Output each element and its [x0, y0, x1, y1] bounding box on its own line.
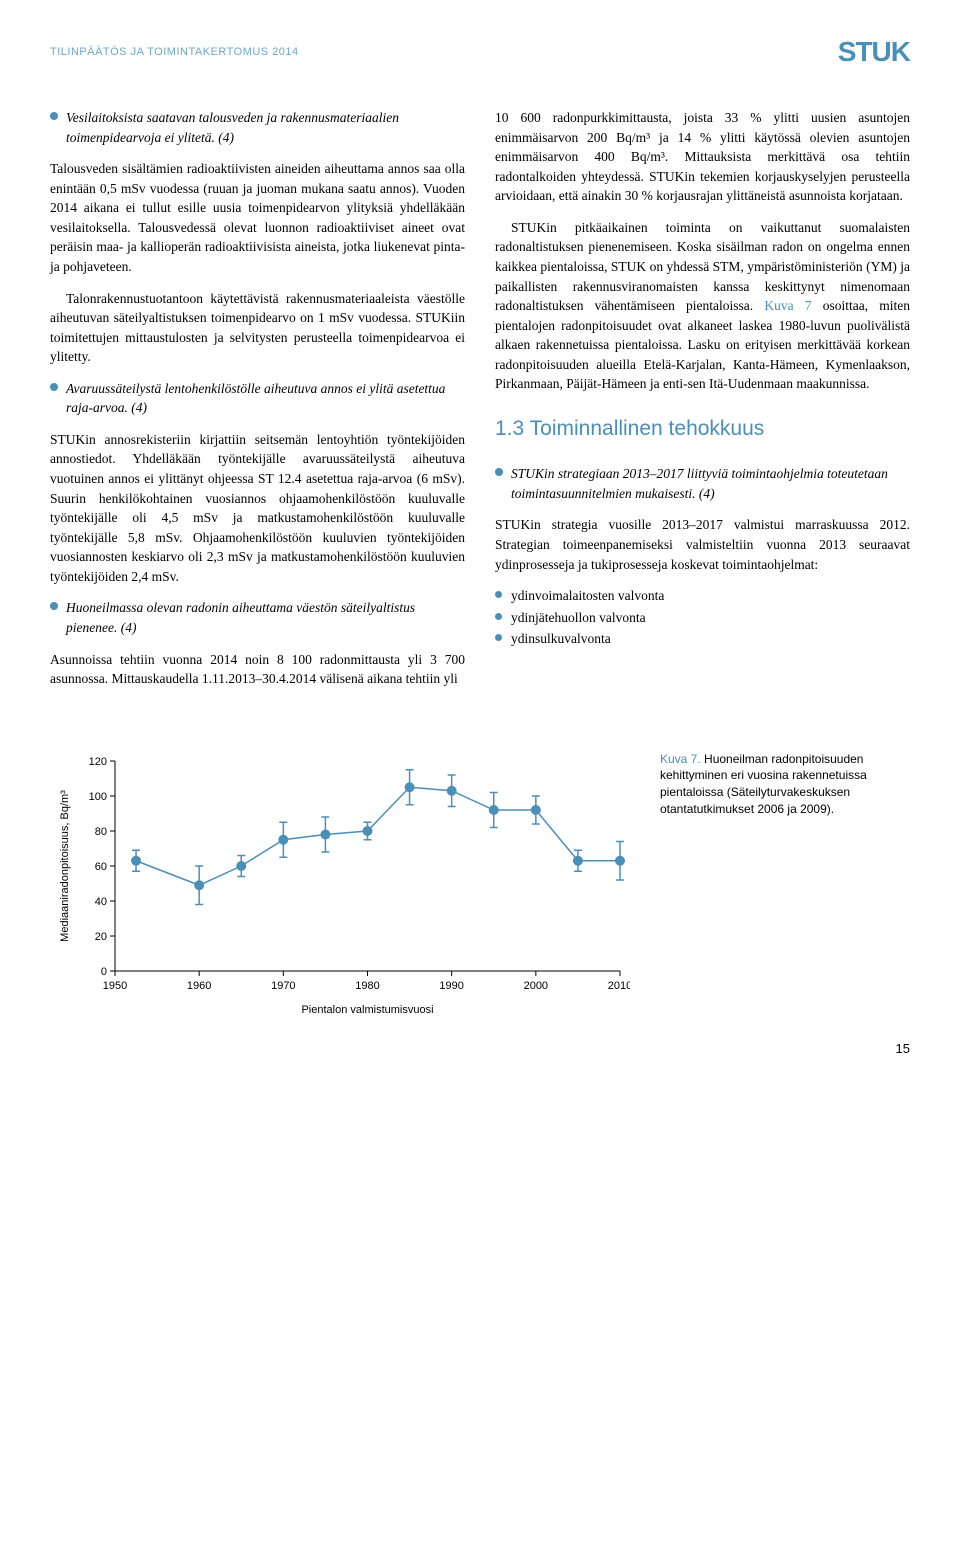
- bullet-item: Huoneilmassa olevan radonin aiheuttama v…: [50, 598, 465, 637]
- bullet-item: STUKin strategiaan 2013–2017 liittyviä t…: [495, 464, 910, 503]
- stuk-logo: STUK: [838, 36, 910, 68]
- svg-text:60: 60: [95, 861, 107, 873]
- body-paragraph: Asunnoissa tehtiin vuonna 2014 noin 8 10…: [50, 650, 465, 689]
- svg-text:2000: 2000: [524, 980, 548, 992]
- chart-row: 0 20 40 60 80 100 120 1950 1960 1970 1980 1990 2000 2…: [50, 751, 910, 1021]
- body-paragraph: STUKin strategia vuosille 2013–2017 valm…: [495, 515, 910, 574]
- body-paragraph: STUKin annosrekisteriin kirjattiin seits…: [50, 430, 465, 587]
- svg-text:1990: 1990: [439, 980, 463, 992]
- caption-label: Kuva 7.: [660, 752, 701, 766]
- body-paragraph: STUKin pitkäaikainen toiminta on vaikutt…: [495, 218, 910, 394]
- svg-text:2010: 2010: [608, 980, 630, 992]
- figure-link: Kuva 7: [764, 298, 811, 313]
- list-item: ydinvoimalaitosten valvonta: [495, 586, 910, 606]
- svg-text:1970: 1970: [271, 980, 295, 992]
- svg-text:100: 100: [89, 791, 107, 803]
- header-title: TILINPÄÄTÖS JA TOIMINTAKERTOMUS 2014: [50, 46, 299, 58]
- svg-text:120: 120: [89, 756, 107, 768]
- left-column: Vesilaitoksista saatavan talousveden ja …: [50, 108, 465, 701]
- svg-text:0: 0: [101, 966, 107, 978]
- svg-text:80: 80: [95, 826, 107, 838]
- svg-text:1960: 1960: [187, 980, 211, 992]
- svg-text:Mediaaniradonpitoisuus, Bq/m³: Mediaaniradonpitoisuus, Bq/m³: [59, 789, 71, 941]
- chart-svg: 0 20 40 60 80 100 120 1950 1960 1970 1980 1990 2000 2…: [50, 751, 630, 1021]
- list-item: ydinsulkuvalvonta: [495, 629, 910, 649]
- section-heading: 1.3 Toiminnallinen tehokkuus: [495, 414, 910, 444]
- list-item: ydinjätehuollon valvonta: [495, 608, 910, 628]
- svg-text:20: 20: [95, 931, 107, 943]
- text-columns: Vesilaitoksista saatavan talousveden ja …: [50, 108, 910, 701]
- svg-text:40: 40: [95, 896, 107, 908]
- chart-caption: Kuva 7. Huoneilman radonpitoisuuden kehi…: [660, 751, 910, 1021]
- bullet-item: Avaruussäteilystä lentohenkilöstölle aih…: [50, 379, 465, 418]
- right-column: 10 600 radonpurkkimittausta, joista 33 %…: [495, 108, 910, 701]
- radon-chart: 0 20 40 60 80 100 120 1950 1960 1970 1980 1990 2000 2…: [50, 751, 630, 1021]
- body-paragraph: Talonrakennustuotantoon käytettävistä ra…: [50, 289, 465, 367]
- bullet-item: Vesilaitoksista saatavan talousveden ja …: [50, 108, 465, 147]
- page-number: 15: [50, 1041, 910, 1056]
- body-paragraph: Talousveden sisältämien radioaktiivisten…: [50, 159, 465, 276]
- svg-text:1950: 1950: [103, 980, 127, 992]
- body-paragraph: 10 600 radonpurkkimittausta, joista 33 %…: [495, 108, 910, 206]
- page-header: TILINPÄÄTÖS JA TOIMINTAKERTOMUS 2014 STU…: [50, 36, 910, 68]
- svg-text:Pientalon valmistumisvuosi: Pientalon valmistumisvuosi: [301, 1004, 433, 1016]
- svg-text:1980: 1980: [355, 980, 379, 992]
